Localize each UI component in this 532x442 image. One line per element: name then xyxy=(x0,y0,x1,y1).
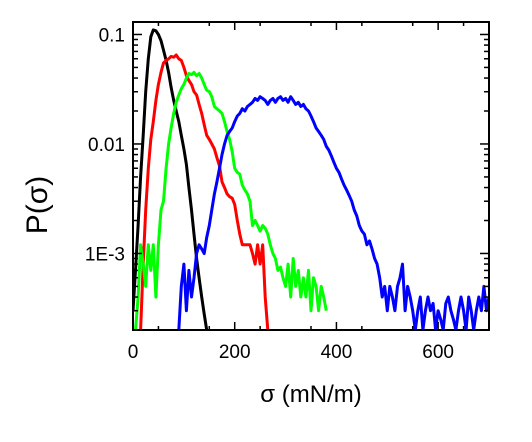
x-tick-label: 400 xyxy=(321,342,353,363)
x-tick-label: 600 xyxy=(422,342,454,363)
series-line-4 xyxy=(177,95,489,330)
y-tick-label: 1E-3 xyxy=(85,244,125,265)
series-line-1 xyxy=(133,28,209,330)
x-tick-label: 0 xyxy=(128,342,139,363)
y-tick-label: 0.01 xyxy=(88,135,125,156)
y-tick-label: 0.1 xyxy=(99,25,125,46)
series-line-2 xyxy=(139,53,270,330)
x-tick-label: 200 xyxy=(219,342,251,363)
x-axis-title: σ (mN/m) xyxy=(260,381,361,408)
y-axis-title: P(σ) xyxy=(21,176,54,235)
series-line-3 xyxy=(134,70,328,330)
